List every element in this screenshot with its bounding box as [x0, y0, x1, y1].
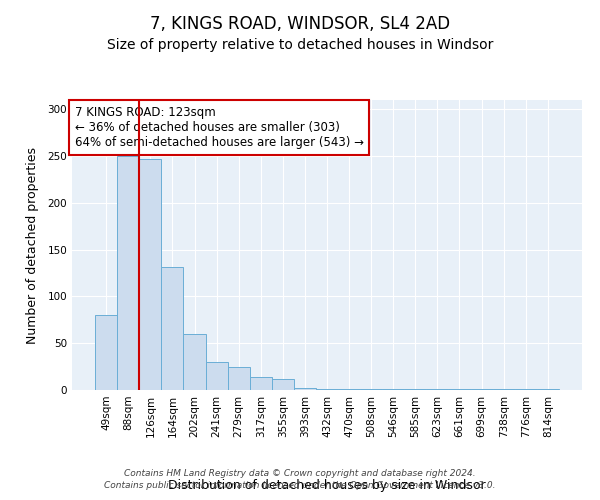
Text: 7, KINGS ROAD, WINDSOR, SL4 2AD: 7, KINGS ROAD, WINDSOR, SL4 2AD: [150, 15, 450, 33]
Bar: [161, 266, 184, 390]
Y-axis label: Number of detached properties: Number of detached properties: [26, 146, 39, 344]
Bar: [272, 379, 294, 390]
Bar: [184, 334, 206, 390]
Text: Contains HM Land Registry data © Crown copyright and database right 2024.
Contai: Contains HM Land Registry data © Crown c…: [104, 468, 496, 490]
Bar: [404, 389, 427, 390]
Bar: [493, 389, 515, 390]
Bar: [382, 389, 404, 390]
Text: Size of property relative to detached houses in Windsor: Size of property relative to detached ho…: [107, 38, 493, 52]
Bar: [360, 389, 382, 390]
Bar: [206, 362, 227, 390]
Bar: [427, 389, 448, 390]
Bar: [227, 366, 250, 390]
Bar: [515, 389, 537, 390]
Bar: [250, 377, 272, 390]
Bar: [117, 156, 139, 390]
Bar: [294, 388, 316, 390]
Bar: [448, 389, 470, 390]
Bar: [139, 159, 161, 390]
Bar: [95, 315, 117, 390]
X-axis label: Distribution of detached houses by size in Windsor: Distribution of detached houses by size …: [168, 478, 486, 492]
Bar: [316, 389, 338, 390]
Text: 7 KINGS ROAD: 123sqm
← 36% of detached houses are smaller (303)
64% of semi-deta: 7 KINGS ROAD: 123sqm ← 36% of detached h…: [74, 106, 364, 149]
Bar: [470, 389, 493, 390]
Bar: [537, 389, 559, 390]
Bar: [338, 389, 360, 390]
